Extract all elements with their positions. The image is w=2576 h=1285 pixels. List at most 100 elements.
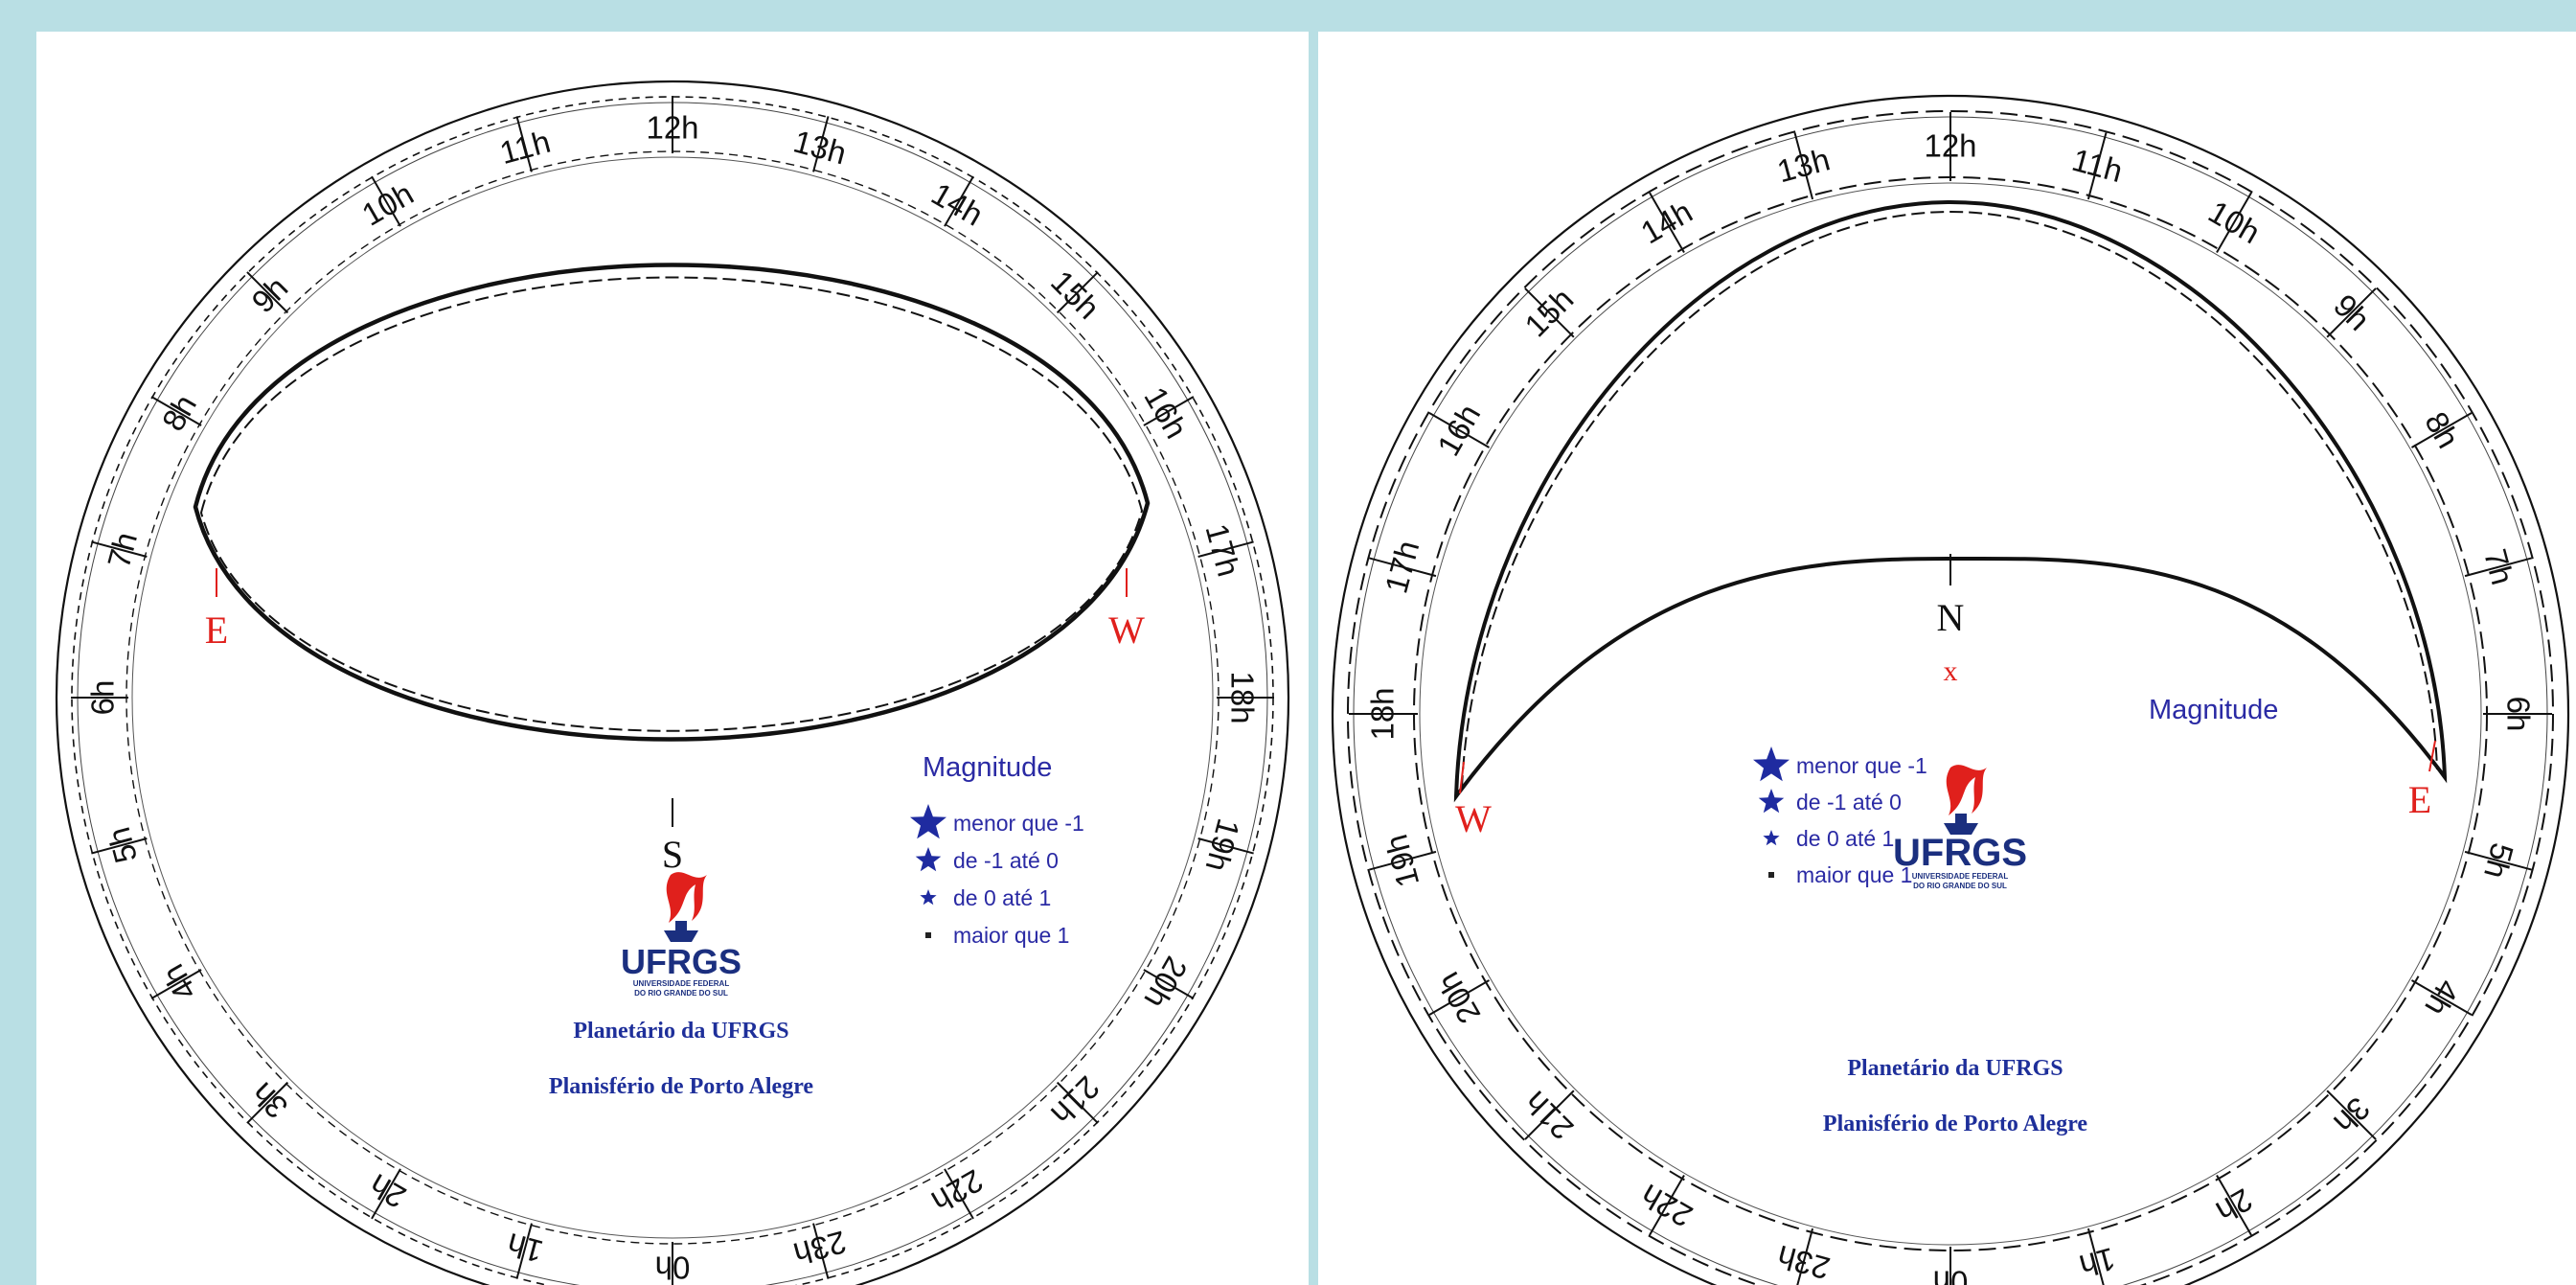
- legend-item-0: menor que -1: [1796, 753, 1927, 778]
- legend-items: menor que -1 de -1 até 0 de 0 até 1 maior q…: [1753, 746, 1927, 887]
- sky-window-dashed: [199, 276, 1144, 732]
- hour-tick: [1143, 969, 1195, 999]
- logo-line2: DO RIO GRANDE DO SUL: [634, 989, 728, 998]
- legend-item-2: de 0 até 1: [953, 885, 1051, 910]
- hour-tick: [150, 969, 202, 999]
- legend-item-3: maior que 1: [953, 923, 1069, 948]
- hour-tick: [515, 116, 533, 172]
- hour-label-6h: 6h: [2500, 697, 2536, 732]
- west-label: W: [1455, 797, 1492, 840]
- hour-tick: [150, 396, 202, 426]
- hour-tick: [1796, 1228, 1814, 1285]
- hour-tick: [812, 116, 830, 172]
- hour-label-12h: 12h: [646, 110, 698, 146]
- hour-tick: [1143, 396, 1195, 426]
- hour-label-18h: 18h: [1365, 687, 1401, 740]
- logo-line2: DO RIO GRANDE DO SUL: [1913, 882, 2007, 890]
- star-icon: [1763, 830, 1780, 846]
- logo-wordmark: UFRGS: [1893, 832, 2027, 874]
- hour-tick: [812, 1223, 830, 1279]
- hour-tick: [2216, 192, 2252, 253]
- hour-tick: [2086, 1228, 2105, 1285]
- hour-tick: [91, 838, 148, 855]
- star-icon: [1758, 789, 1785, 814]
- hour-tick: [2464, 850, 2532, 871]
- hour-label-12h: 12h: [1924, 128, 1976, 164]
- legend-item-2: de 0 até 1: [1796, 826, 1894, 851]
- hour-tick: [1369, 557, 1437, 578]
- planisphere-south-panel: 6h 7h 8h 9h 10h 11h 12h 13h 14h 15h 16h 17h 18h 19h 20…: [36, 32, 1309, 1285]
- outer-dashed-ring: [1347, 110, 2554, 1285]
- hour-tick: [2086, 132, 2108, 200]
- dot-icon: [1768, 872, 1774, 878]
- sky-window-dashed: [1461, 210, 2438, 790]
- legend-title: Magnitude: [923, 752, 1052, 783]
- south-label: S: [662, 833, 683, 876]
- sky-window: [193, 263, 1151, 742]
- planisphere-north-disc: 6h7h8h9h10h11h12h13h14h15h16h17h18h19h20…: [1332, 95, 2569, 1285]
- planisphere-title: Planisfério de Porto Alegre: [1823, 1112, 2088, 1136]
- star-icon: [920, 889, 937, 906]
- hour-tick: [1056, 271, 1099, 314]
- hour-tick: [1428, 412, 1490, 448]
- hour-tick: [1428, 979, 1490, 1016]
- hour-tick: [2216, 1175, 2252, 1236]
- hour-label-0h: 0h: [655, 1250, 691, 1285]
- hour-tick: [371, 1168, 401, 1220]
- east-tick: [2428, 740, 2436, 772]
- logo-line1: UNIVERSIDADE FEDERAL: [633, 979, 730, 988]
- hour-tick: [2326, 1090, 2377, 1140]
- hour-label-18h: 18h: [1224, 671, 1260, 723]
- hour-tick: [1369, 850, 1437, 871]
- hour-label-6h: 6h: [85, 680, 121, 716]
- hour-tick: [1649, 192, 1685, 253]
- magnitude-legend: Magnitude menor que -1 de -1 até 0 de 0 at…: [910, 752, 1084, 948]
- hour-tick: [1197, 540, 1254, 558]
- magnitude-legend: Magnitude menor que -1 de -1 até 0 de 0 at…: [1753, 695, 2278, 887]
- zenith-mark: x: [1944, 655, 1958, 687]
- hour-tick: [246, 1081, 289, 1124]
- hour-tick: [515, 1223, 533, 1279]
- ufrgs-logo: UFRGS UNIVERSIDADE FEDERAL DO RIO GRANDE…: [1893, 765, 2027, 890]
- hour-tick: [2326, 287, 2377, 338]
- logo-line1: UNIVERSIDADE FEDERAL: [1912, 872, 2009, 881]
- west-label: W: [1108, 608, 1145, 652]
- hour-tick: [944, 175, 974, 227]
- hour-tick: [91, 540, 148, 558]
- hour-ticks: [1349, 112, 2552, 1285]
- star-icon: [1753, 746, 1790, 782]
- hour-tick: [1056, 1081, 1099, 1124]
- hour-tick: [1649, 1175, 1685, 1236]
- east-label: E: [2408, 778, 2431, 821]
- hour-tick: [371, 175, 401, 227]
- planisphere-north-panel: 6h 7h 8h 9h 10h 11h 12h 13h 14h 15h 16h 17h 18h 19h 20…: [1318, 32, 2576, 1285]
- torch-icon: [1944, 765, 1987, 835]
- legend-item-0: menor que -1: [953, 811, 1084, 836]
- star-icon: [915, 847, 942, 872]
- legend-items: menor que -1 de -1 até 0 de 0 até 1 maior q…: [910, 804, 1084, 948]
- legend-title: Magnitude: [2149, 695, 2278, 725]
- torch-icon: [664, 872, 707, 942]
- planetarium-title: Planetário da UFRGS: [573, 1019, 788, 1044]
- legend-item-3: maior que 1: [1796, 862, 1912, 887]
- hour-label-0h: 0h: [1933, 1264, 1969, 1285]
- east-label: E: [205, 608, 228, 652]
- hour-tick: [1793, 132, 1814, 200]
- legend-item-1: de -1 até 0: [1796, 790, 1902, 815]
- planisphere-title: Planisfério de Porto Alegre: [549, 1074, 814, 1099]
- north-label: N: [1937, 596, 1965, 639]
- hour-tick: [2411, 979, 2473, 1016]
- hour-tick: [1197, 838, 1254, 855]
- logo-wordmark: UFRGS: [621, 942, 741, 981]
- dot-icon: [925, 932, 931, 938]
- ufrgs-logo: UFRGS UNIVERSIDADE FEDERAL DO RIO GRANDE…: [621, 872, 741, 998]
- hour-tick: [2411, 412, 2473, 448]
- hour-ticks: [71, 96, 1274, 1285]
- star-icon: [910, 804, 946, 839]
- legend-item-1: de -1 até 0: [953, 848, 1059, 873]
- date-thin-ring: [1419, 182, 2482, 1246]
- planetarium-title: Planetário da UFRGS: [1847, 1056, 2063, 1081]
- hour-tick: [1524, 287, 1575, 338]
- date-thin-ring: [131, 156, 1214, 1239]
